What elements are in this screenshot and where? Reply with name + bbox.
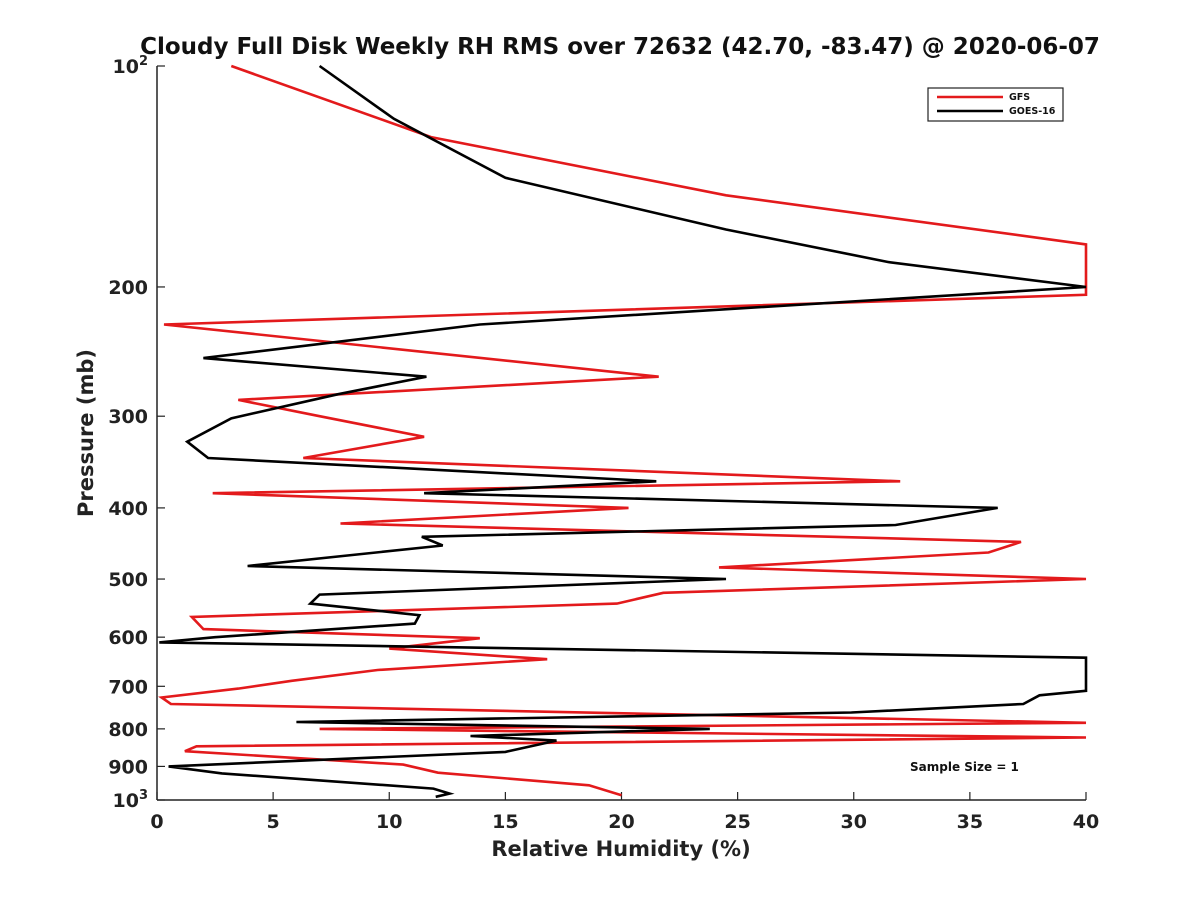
y-tick-label: 600 bbox=[108, 627, 148, 649]
y-tick-exponent: 3 bbox=[139, 788, 148, 803]
y-tick-base: 10 bbox=[113, 790, 139, 812]
legend-label-gfs: GFS bbox=[1009, 92, 1030, 103]
x-tick-label: 10 bbox=[376, 811, 402, 833]
y-axis-label: Pressure (mb) bbox=[74, 349, 98, 517]
series-line-goes16 bbox=[159, 64, 1088, 799]
x-tick-label: 15 bbox=[492, 811, 518, 833]
x-tick-label: 35 bbox=[957, 811, 983, 833]
y-tick-label: 200 bbox=[108, 277, 148, 299]
y-tick-label: 500 bbox=[108, 569, 148, 591]
legend-box bbox=[927, 87, 1064, 122]
y-tick-base: 10 bbox=[113, 56, 139, 78]
x-tick-label: 25 bbox=[724, 811, 750, 833]
y-tick-label: 102 bbox=[113, 54, 149, 78]
y-tick-label: 900 bbox=[108, 756, 148, 778]
x-tick-label: 40 bbox=[1073, 811, 1099, 833]
chart-title: Cloudy Full Disk Weekly RH RMS over 7263… bbox=[140, 34, 1100, 60]
x-tick-label: 5 bbox=[267, 811, 280, 833]
x-tick-label: 0 bbox=[150, 811, 163, 833]
x-ticks: 0 5 10 15 20 25 30 35 40 bbox=[150, 792, 1099, 833]
legend-label-goes16: GOES-16 bbox=[1009, 106, 1056, 117]
x-axis-label: Relative Humidity (%) bbox=[491, 837, 750, 861]
y-tick-label: 300 bbox=[108, 406, 148, 428]
y-tick-label: 400 bbox=[108, 498, 148, 520]
series-layer bbox=[158, 64, 1088, 799]
y-tick-exponent: 2 bbox=[139, 54, 148, 69]
legend: GFS GOES-16 bbox=[927, 87, 1064, 122]
x-tick-label: 20 bbox=[608, 811, 634, 833]
y-tick-label: 103 bbox=[113, 788, 149, 812]
x-tick-label: 30 bbox=[841, 811, 867, 833]
y-tick-label: 800 bbox=[108, 719, 148, 741]
y-tick-label: 700 bbox=[108, 676, 148, 698]
sample-size-note: Sample Size = 1 bbox=[910, 760, 1019, 774]
series-line-gfs bbox=[158, 64, 1088, 797]
